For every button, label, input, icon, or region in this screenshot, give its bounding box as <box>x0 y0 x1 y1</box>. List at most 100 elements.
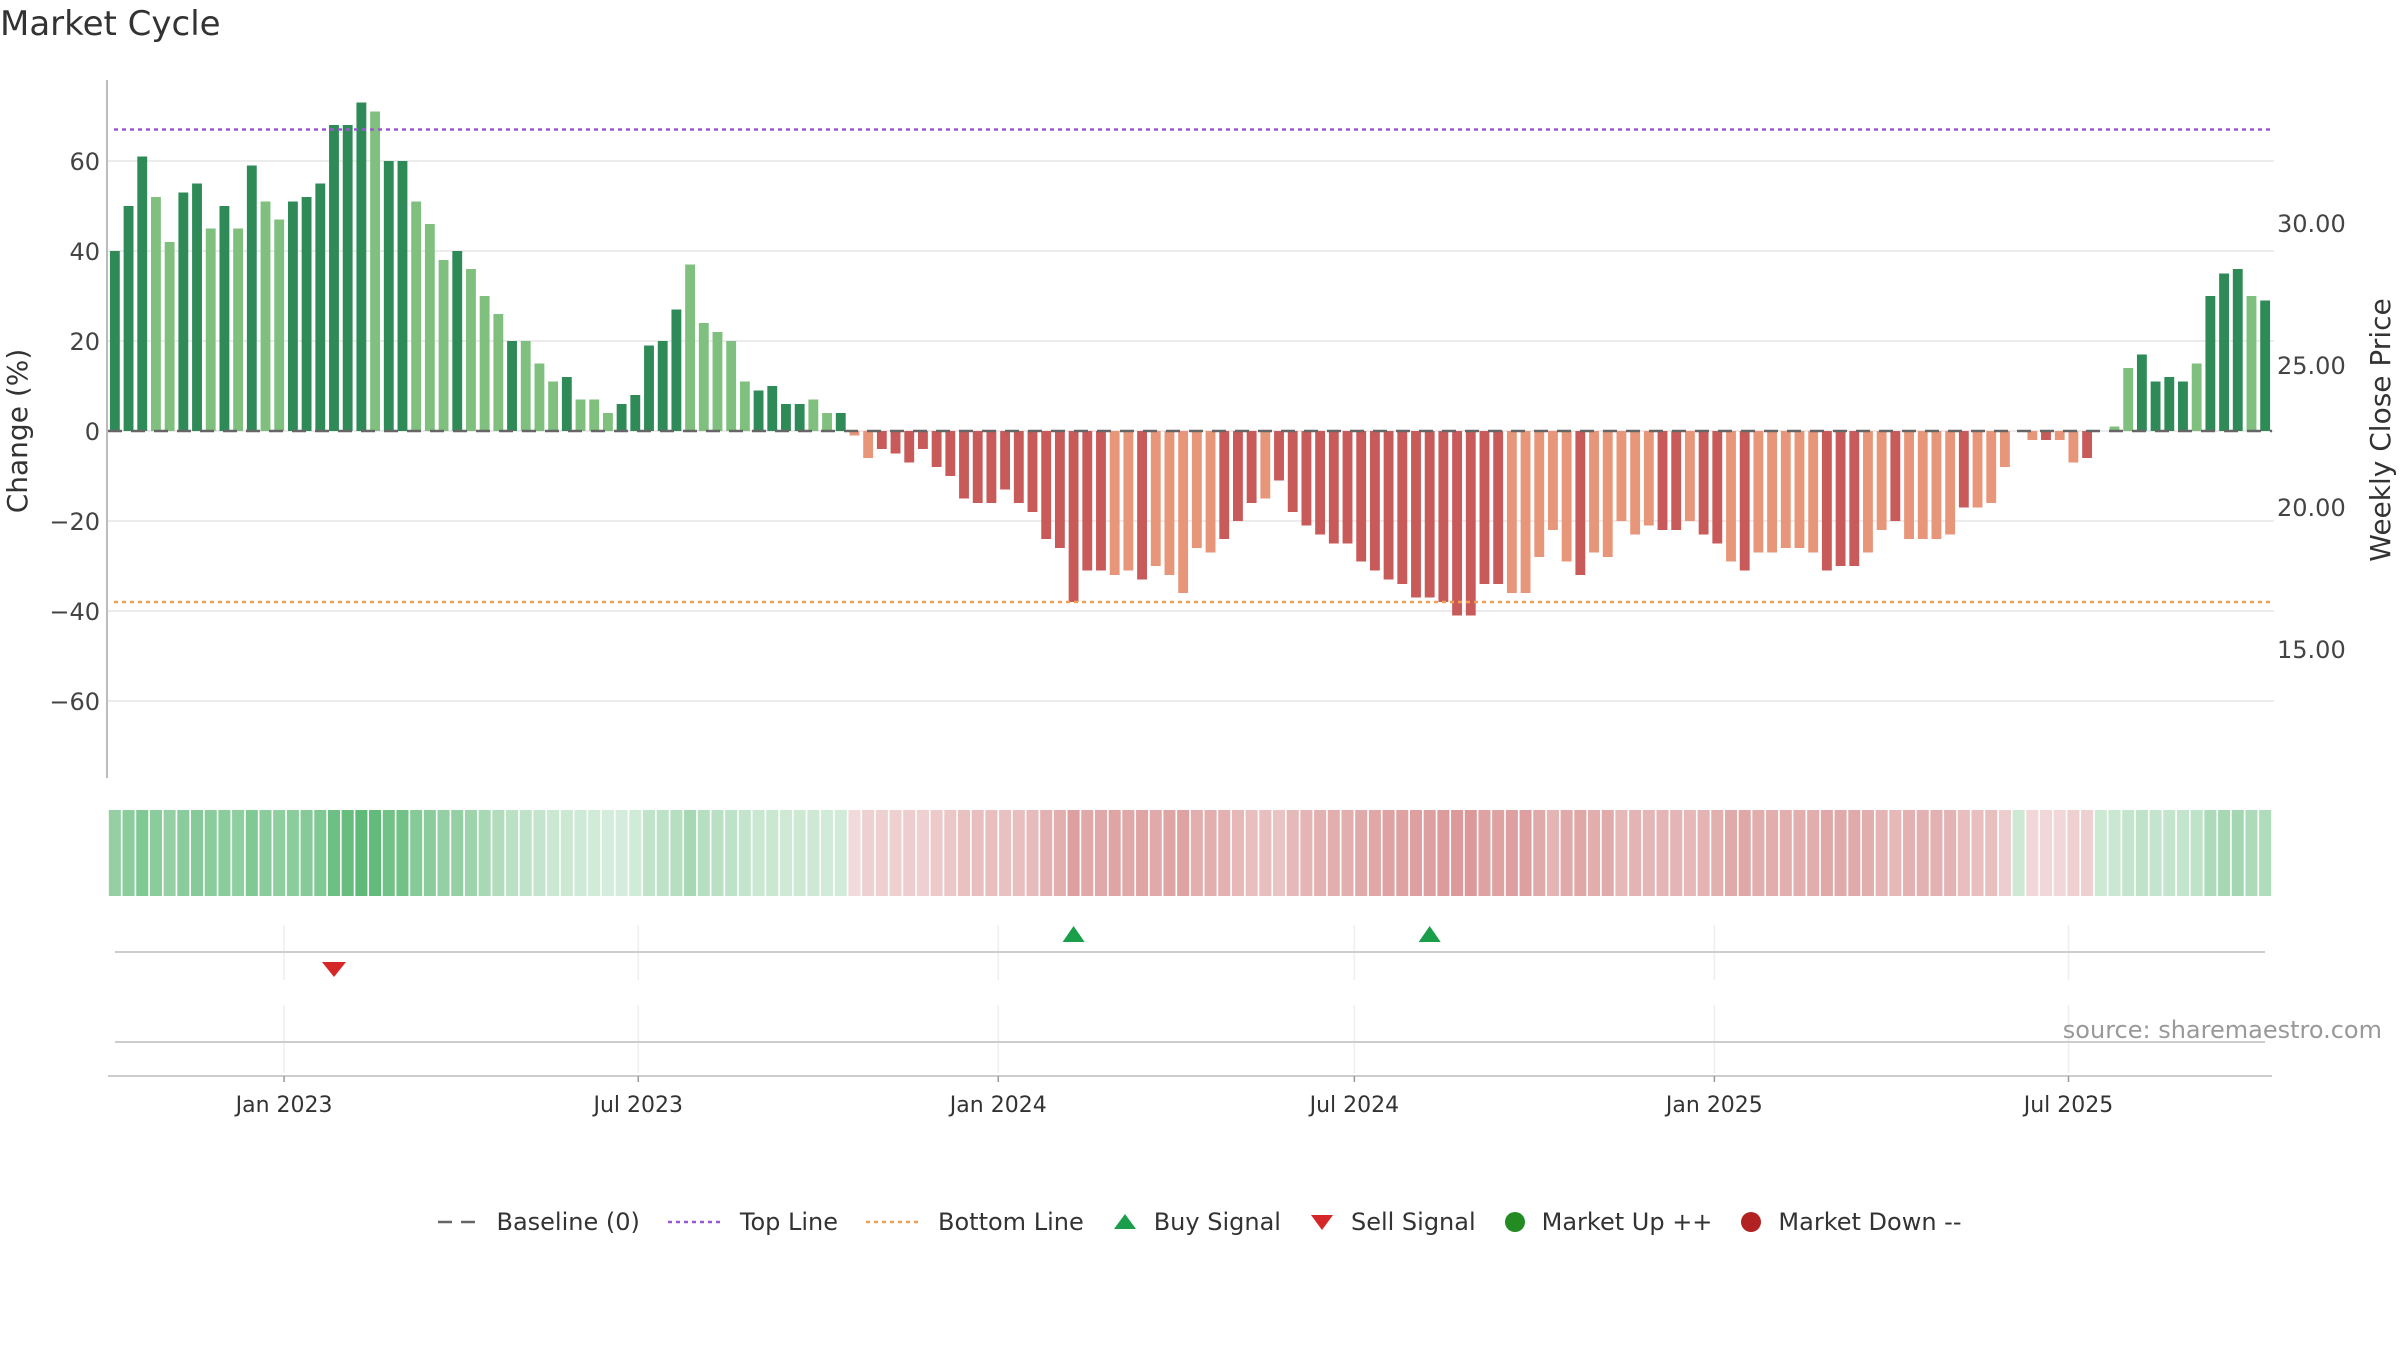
heat-cell <box>2026 810 2039 896</box>
heat-cell <box>1820 810 1833 896</box>
bar <box>753 390 764 431</box>
heat-cell <box>1546 810 1559 896</box>
bar <box>1164 431 1175 575</box>
bar <box>1438 431 1449 602</box>
heat-cell <box>1218 810 1231 896</box>
bar <box>863 431 874 458</box>
heat-cell <box>1451 810 1464 896</box>
heat-cell <box>1368 810 1381 896</box>
bar <box>849 431 860 436</box>
heat-cell <box>1464 810 1477 896</box>
bar <box>685 264 696 431</box>
bar <box>123 206 134 431</box>
legend-label-top-line: Top Line <box>739 1208 839 1236</box>
heat-strip <box>108 810 2272 896</box>
heat-cell <box>711 810 724 896</box>
bar <box>466 269 476 431</box>
heat-cell <box>1396 810 1409 896</box>
heat-cell <box>1108 810 1121 896</box>
heat-cell <box>2259 810 2272 896</box>
heat-cell <box>273 810 286 896</box>
heat-cell <box>1492 810 1505 896</box>
heat-cell <box>1300 810 1313 896</box>
heat-cell <box>1807 810 1820 896</box>
y-right-tick-label: 30.00 <box>2277 210 2346 238</box>
bar <box>1657 431 1668 530</box>
y-left-tick-label: −60 <box>49 688 100 716</box>
bar <box>1630 431 1641 535</box>
bar <box>1054 431 1065 548</box>
heat-cell <box>1779 810 1792 896</box>
heat-cell <box>259 810 272 896</box>
legend-label-market-down: Market Down -- <box>1778 1208 1962 1236</box>
heat-cell <box>875 810 888 896</box>
bar <box>1233 431 1243 521</box>
legend-item-sell-signal[interactable]: Sell Signal <box>1309 1208 1476 1236</box>
bar <box>1520 431 1531 593</box>
legend-item-top-line[interactable]: Top Line <box>667 1208 839 1236</box>
legend-item-bottom-line[interactable]: Bottom Line <box>866 1208 1084 1236</box>
heat-cell <box>1519 810 1532 896</box>
bar <box>479 296 490 431</box>
heat-cell <box>1081 810 1094 896</box>
heat-cell <box>1478 810 1491 896</box>
x-tick-label: Jul 2023 <box>591 1093 683 1118</box>
heat-cell <box>327 810 341 896</box>
bar <box>356 102 367 431</box>
bar <box>1041 431 1052 539</box>
heat-cell <box>191 810 204 896</box>
bar <box>931 431 942 467</box>
bar <box>781 404 791 431</box>
heat-cell <box>1053 810 1066 896</box>
legend-item-buy-signal[interactable]: Buy Signal <box>1112 1208 1281 1236</box>
heat-cell <box>451 810 464 896</box>
bar <box>205 228 216 431</box>
heat-cell <box>1314 810 1327 896</box>
heat-cell <box>1231 810 1244 896</box>
bar <box>260 201 271 431</box>
bar <box>1726 431 1736 562</box>
heat-cell <box>930 810 943 896</box>
heat-cell <box>163 810 176 896</box>
bar <box>548 381 559 431</box>
heat-cell <box>300 810 313 896</box>
heat-cell <box>1834 810 1847 896</box>
heat-cell <box>1875 810 1888 896</box>
bar <box>972 431 983 503</box>
bar <box>1643 431 1654 526</box>
bar <box>301 197 312 431</box>
heat-cell <box>232 810 245 896</box>
bar <box>1863 431 1873 553</box>
bar <box>1575 431 1586 575</box>
bar <box>1013 431 1024 503</box>
bar <box>1986 431 1997 503</box>
bar <box>520 341 531 431</box>
x-tick-label: Jan 2024 <box>948 1093 1047 1118</box>
heat-cell <box>492 810 505 896</box>
source-credit: source: sharemaestro.com <box>2062 1016 2382 1044</box>
bar <box>2260 300 2271 431</box>
heat-cell <box>944 810 957 896</box>
heat-cell <box>588 810 601 896</box>
heat-cell <box>848 810 861 896</box>
bar <box>767 386 778 431</box>
bar <box>1315 431 1326 535</box>
x-tick-label: Jan 2023 <box>234 1093 333 1118</box>
heat-cell <box>1601 810 1614 896</box>
bar <box>2246 296 2257 431</box>
heat-cell <box>437 810 450 896</box>
heat-cell <box>889 810 902 896</box>
bar <box>2109 426 2120 431</box>
legend-item-market-down[interactable]: Market Down -- <box>1740 1208 1962 1236</box>
legend-item-baseline[interactable]: Baseline (0) <box>438 1208 640 1236</box>
bar <box>2027 431 2038 440</box>
bar <box>1150 431 1161 566</box>
heat-cell <box>2122 810 2135 896</box>
legend-item-market-up[interactable]: Market Up ++ <box>1504 1208 1712 1236</box>
heat-cell <box>2108 810 2121 896</box>
bar <box>219 206 230 431</box>
bar <box>1890 431 1901 521</box>
heat-cell <box>396 810 409 896</box>
bar <box>1424 431 1435 598</box>
